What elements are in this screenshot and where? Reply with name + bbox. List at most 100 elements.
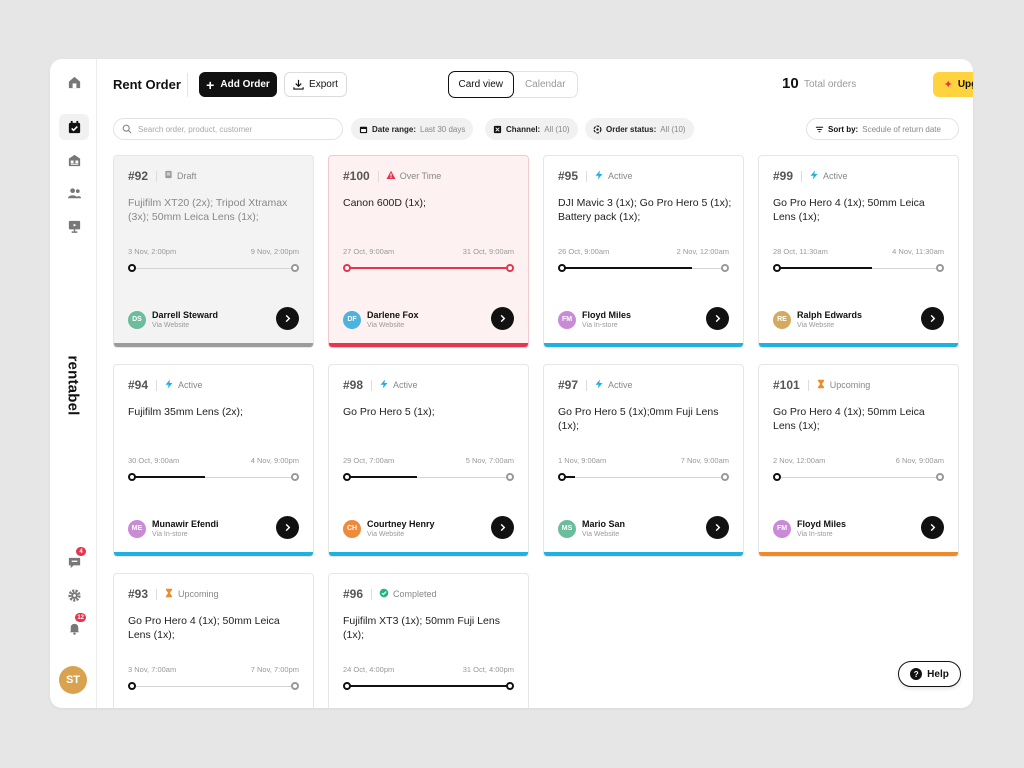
rental-timeline <box>773 473 944 481</box>
presentation-icon[interactable] <box>59 213 89 239</box>
customer-avatar: RE <box>773 310 791 329</box>
order-dates: 29 Oct, 7:00am 5 Nov, 7:00am <box>343 456 514 465</box>
bell-icon[interactable]: 12 <box>59 613 89 641</box>
chat-badge: 4 <box>76 547 86 556</box>
timeline-track <box>777 476 940 478</box>
order-items: Go Pro Hero 4 (1x); 50mm Leica Lens (1x)… <box>773 406 925 432</box>
channel-icon <box>493 125 502 133</box>
end-date: 31 Oct, 4:00pm <box>462 665 514 674</box>
order-card[interactable]: #98 Active Go Pro Hero 5 (1x); 29 Oct, 7:00… <box>328 364 529 557</box>
open-order-button[interactable] <box>921 307 944 330</box>
user-avatar[interactable]: ST <box>59 666 87 694</box>
order-status-filter[interactable]: Order status: All (10) <box>585 118 694 140</box>
header-separator <box>156 170 158 182</box>
customer-name: Darrell Steward <box>152 310 219 320</box>
order-items: Fujifilm 35mm Lens (2x); <box>128 406 243 418</box>
order-status: Draft <box>177 171 197 181</box>
timeline-start-dot <box>343 264 351 272</box>
rental-timeline <box>128 473 299 481</box>
timeline-start-dot <box>558 473 566 481</box>
open-order-button[interactable] <box>276 516 299 539</box>
chat-icon[interactable]: 4 <box>59 547 89 575</box>
customer-name: Floyd Miles <box>797 519 847 529</box>
order-card[interactable]: #96 Completed Fujifilm XT3 (1x); 50mm Fuji… <box>328 573 529 708</box>
order-card[interactable]: #101 Upcoming Go Pro Hero 4 (1x); 50mm Lei… <box>758 364 959 557</box>
order-card[interactable]: #95 Active DJI Mavic 3 (1x); Go Pro Hero 5… <box>543 155 744 348</box>
open-order-button[interactable] <box>491 516 514 539</box>
customer-channel: Via In-store <box>152 531 188 538</box>
order-card-header: #99 Active <box>773 169 848 183</box>
status-icon <box>593 124 602 134</box>
customer-channel: Via In-store <box>582 322 618 329</box>
open-order-button[interactable] <box>706 307 729 330</box>
start-date: 2 Nov, 12:00am <box>773 456 826 465</box>
add-order-button[interactable]: + Add Order <box>199 72 277 97</box>
timeline-track <box>347 476 510 478</box>
gear-icon[interactable] <box>59 582 89 608</box>
customer-channel: Via Website <box>797 322 835 329</box>
order-card[interactable]: #93 Upcoming Go Pro Hero 4 (1x); 50mm Leic… <box>113 573 314 708</box>
order-number: #93 <box>128 587 149 601</box>
timeline-track <box>562 476 725 478</box>
header-separator <box>156 379 158 391</box>
order-card[interactable]: #97 Active Go Pro Hero 5 (1x);0mm Fuji Len… <box>543 364 744 557</box>
date-range-filter[interactable]: Date range: Last 30 days <box>351 118 474 140</box>
sidebar: rentabel 4 12 ST <box>50 59 97 708</box>
order-card[interactable]: #92 Draft Fujifilm XT20 (2x); Tripod Xtram… <box>113 155 314 348</box>
chevron-right-icon <box>500 314 506 323</box>
channel-value: All (10) <box>544 124 570 134</box>
card-view-tab[interactable]: Card view <box>448 71 514 98</box>
header-separator <box>807 379 809 391</box>
chevron-right-icon <box>930 314 936 323</box>
status-color-bar <box>329 552 528 556</box>
help-label: Help <box>927 668 949 680</box>
home-icon[interactable] <box>59 69 89 95</box>
calendar-view-tab[interactable]: Calendar <box>524 79 566 90</box>
users-icon[interactable] <box>59 180 89 206</box>
order-card[interactable]: #100 Over Time Canon 600D (1x); 27 Oct, 9:0… <box>328 155 529 348</box>
open-order-button[interactable] <box>491 307 514 330</box>
order-dates: 24 Oct, 4:00pm 31 Oct, 4:00pm <box>343 665 514 674</box>
notification-badge: 12 <box>75 613 86 622</box>
search-input[interactable] <box>138 124 328 134</box>
export-button[interactable]: Export <box>284 72 347 97</box>
customer-name: Courtney Henry <box>367 519 435 529</box>
open-order-button[interactable] <box>921 516 944 539</box>
order-number: #97 <box>558 378 579 392</box>
order-status: Active <box>823 171 848 181</box>
open-order-button[interactable] <box>276 307 299 330</box>
order-card-header: #100 Over Time <box>343 169 441 183</box>
timeline-start-dot <box>773 473 781 481</box>
order-items: Go Pro Hero 4 (1x); 50mm Leica Lens (1x)… <box>128 615 280 641</box>
order-dates: 26 Oct, 9:00am 2 Nov, 12:00am <box>558 247 729 256</box>
timeline-end-dot <box>936 473 944 481</box>
upgrade-button[interactable]: ✦ Upgrade <box>933 72 973 97</box>
sort-dropdown[interactable]: Sort by: Scedule of return date <box>806 118 959 140</box>
order-status: Over Time <box>399 171 442 181</box>
timeline-start-dot <box>773 264 781 272</box>
chevron-right-icon <box>930 523 936 532</box>
customer-info: DS Darrell Steward Via Website <box>128 310 218 329</box>
start-date: 1 Nov, 9:00am <box>558 456 607 465</box>
order-items: Canon 600D (1x); <box>343 197 426 209</box>
help-button[interactable]: ? Help <box>898 661 961 687</box>
order-status: Completed <box>393 589 437 599</box>
upgrade-label: Upgrade <box>957 79 973 90</box>
order-dates: 1 Nov, 9:00am 7 Nov, 9:00am <box>558 456 729 465</box>
date-range-label: Date range: <box>372 124 417 134</box>
order-items: Go Pro Hero 4 (1x); 50mm Leica Lens (1x)… <box>773 197 925 223</box>
warehouse-icon[interactable] <box>59 147 89 173</box>
order-card[interactable]: #94 Active Fujifilm 35mm Lens (2x); 30 Oct,… <box>113 364 314 557</box>
end-date: 4 Nov, 9:00pm <box>250 456 299 465</box>
rental-timeline <box>343 682 514 690</box>
channel-filter[interactable]: Channel: All (10) <box>485 118 578 140</box>
lightning-icon <box>379 379 389 392</box>
order-number: #98 <box>343 378 364 392</box>
open-order-button[interactable] <box>706 516 729 539</box>
rental-timeline <box>773 264 944 272</box>
calendar-check-icon[interactable] <box>59 114 89 140</box>
timeline-progress <box>777 267 872 269</box>
timeline-start-dot <box>343 473 351 481</box>
order-card[interactable]: #99 Active Go Pro Hero 4 (1x); 50mm Leica … <box>758 155 959 348</box>
order-card-header: #95 Active <box>558 169 633 183</box>
